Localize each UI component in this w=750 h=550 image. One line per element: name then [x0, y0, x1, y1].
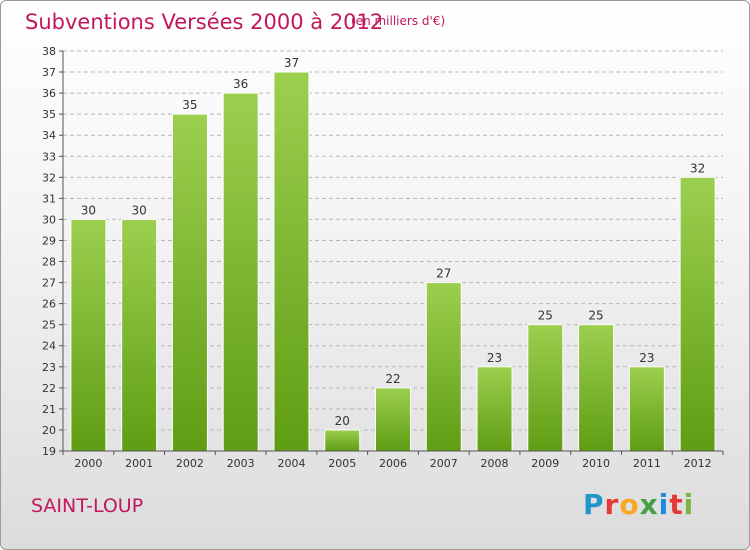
x-tick-label-2003: 2003: [227, 457, 255, 470]
y-tick-label: 19: [42, 445, 56, 458]
y-tick-label: 21: [42, 403, 56, 416]
bar-2002: [171, 113, 208, 452]
x-axis: 2000 2001 2002 2003 2004 2005 2006 2007 2008 2009…: [62, 450, 724, 470]
x-tick-label-2004: 2004: [277, 457, 305, 470]
bar-2005: [324, 429, 361, 452]
y-tick-label: 37: [42, 66, 56, 79]
y-tick-label: 33: [42, 150, 56, 163]
logo-letter: i: [683, 488, 695, 521]
x-tick-label-2002: 2002: [176, 457, 204, 470]
logo-letter: o: [619, 488, 640, 521]
logo-letter: i: [658, 488, 670, 521]
data-label-2012: 32: [690, 161, 705, 175]
commune-name: SAINT-LOUP: [31, 495, 144, 517]
y-tick-label: 20: [42, 424, 56, 437]
bar-2003: [222, 92, 259, 452]
x-tick-label-2012: 2012: [684, 457, 712, 470]
bar-2009: [527, 324, 564, 452]
x-tick-label-2000: 2000: [74, 457, 102, 470]
y-tick-label: 26: [42, 298, 56, 311]
data-label-2007: 27: [436, 267, 451, 281]
proxiti-logo[interactable]: Proxiti: [583, 488, 694, 521]
chart-title: Subventions Versées 2000 à 2012: [25, 10, 384, 34]
x-tick-label-2009: 2009: [531, 457, 559, 470]
logo-letter: r: [604, 488, 620, 521]
bar-2001: [121, 218, 158, 452]
y-tick-label: 35: [42, 108, 56, 121]
y-tick-label: 28: [42, 256, 56, 269]
bar-2012: [679, 176, 716, 452]
data-label-2011: 23: [639, 351, 654, 365]
logo-letter: t: [669, 488, 684, 521]
bars: 30 30 35 36 37 20 22 27 23 25 25 23 32: [70, 56, 716, 452]
bar-2008: [476, 366, 513, 452]
bar-2004: [273, 71, 310, 452]
data-label-2001: 30: [132, 203, 147, 217]
y-tick-label: 23: [42, 361, 56, 374]
data-label-2008: 23: [487, 351, 502, 365]
x-tick-label-2011: 2011: [633, 457, 661, 470]
y-tick-label: 32: [42, 171, 56, 184]
y-axis: 19 20 21 22 23 24 25 26 27 28 29 30 31 32 33 34 35 36 37 38: [42, 45, 64, 458]
x-tick-label-2008: 2008: [481, 457, 509, 470]
bar-2000: [70, 218, 107, 452]
data-label-2003: 36: [233, 77, 248, 91]
x-tick-label-2005: 2005: [328, 457, 356, 470]
logo-letter: x: [639, 488, 659, 521]
y-tick-label: 29: [42, 234, 56, 247]
bar-2010: [578, 324, 615, 452]
x-tick-label-2010: 2010: [582, 457, 610, 470]
y-tick-label: 27: [42, 277, 56, 290]
bar-2007: [425, 282, 462, 452]
y-tick-label: 34: [42, 129, 56, 142]
data-label-2000: 30: [81, 203, 96, 217]
x-tick-label-2007: 2007: [430, 457, 458, 470]
bar-2011: [628, 366, 665, 452]
x-tick-label-2001: 2001: [125, 457, 153, 470]
bar-2006: [375, 387, 411, 452]
data-label-2010: 25: [588, 309, 603, 323]
data-label-2009: 25: [538, 309, 553, 323]
x-tick-label-2006: 2006: [379, 457, 407, 470]
data-label-2004: 37: [284, 56, 299, 70]
y-tick-label: 36: [42, 87, 56, 100]
y-tick-label: 24: [42, 340, 56, 353]
data-label-2006: 22: [385, 372, 400, 386]
data-label-2002: 35: [182, 98, 197, 112]
y-tick-label: 38: [42, 45, 56, 58]
data-label-2005: 20: [335, 414, 350, 428]
y-tick-label: 30: [42, 213, 56, 226]
y-tick-label: 31: [42, 192, 56, 205]
chart-subtitle: (en milliers d'€): [351, 14, 446, 28]
logo-letter: P: [583, 488, 605, 521]
y-tick-label: 25: [42, 319, 56, 332]
y-tick-label: 22: [42, 382, 56, 395]
